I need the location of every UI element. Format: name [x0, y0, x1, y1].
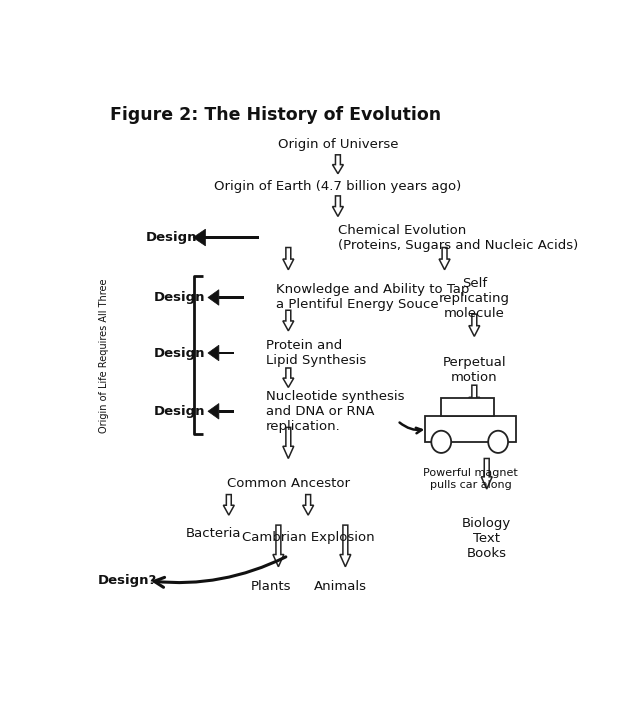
- Polygon shape: [283, 247, 294, 270]
- Text: Nucleotide synthesis
and DNA or RNA
replication.: Nucleotide synthesis and DNA or RNA repl…: [266, 390, 404, 433]
- Text: Knowledge and Ability to Tap
a Plentiful Energy Souce: Knowledge and Ability to Tap a Plentiful…: [276, 283, 469, 311]
- Text: Animals: Animals: [314, 580, 367, 593]
- Circle shape: [431, 430, 451, 453]
- Polygon shape: [439, 247, 450, 270]
- Text: Cambrian Explosion: Cambrian Explosion: [242, 531, 374, 544]
- Text: Perpetual
motion: Perpetual motion: [442, 355, 506, 384]
- Bar: [441, 399, 495, 416]
- Text: Design: Design: [146, 231, 198, 244]
- Bar: [219, 296, 244, 299]
- Bar: [219, 410, 234, 412]
- Text: Origin of Life Requires All Three: Origin of Life Requires All Three: [99, 278, 109, 433]
- Text: Protein and
Lipid Synthesis: Protein and Lipid Synthesis: [266, 339, 366, 367]
- Polygon shape: [469, 385, 480, 409]
- Bar: [425, 416, 516, 442]
- Polygon shape: [469, 314, 480, 336]
- Polygon shape: [283, 310, 294, 331]
- Polygon shape: [208, 290, 219, 305]
- Polygon shape: [208, 345, 219, 360]
- Polygon shape: [223, 495, 234, 515]
- Text: Plants: Plants: [251, 580, 291, 593]
- Text: Biology
Text
Books: Biology Text Books: [462, 518, 511, 560]
- Text: Design: Design: [154, 291, 205, 304]
- Polygon shape: [193, 229, 205, 246]
- Text: Origin of Universe: Origin of Universe: [278, 138, 398, 151]
- Circle shape: [488, 430, 508, 453]
- Text: Design: Design: [154, 347, 205, 360]
- Text: Design?: Design?: [97, 574, 157, 587]
- Polygon shape: [481, 459, 492, 489]
- Text: Origin of Earth (4.7 billion years ago): Origin of Earth (4.7 billion years ago): [214, 180, 461, 193]
- Text: Powerful magnet
pulls car along: Powerful magnet pulls car along: [423, 469, 518, 490]
- Polygon shape: [332, 196, 344, 216]
- Text: Design: Design: [154, 404, 205, 417]
- Polygon shape: [273, 525, 284, 567]
- Text: Chemical Evolution
(Proteins, Sugars and Nucleic Acids): Chemical Evolution (Proteins, Sugars and…: [338, 224, 578, 252]
- Polygon shape: [303, 495, 314, 515]
- Text: Common Ancestor: Common Ancestor: [227, 477, 350, 490]
- Text: Self
replicating
molecule: Self replicating molecule: [439, 277, 510, 320]
- Text: Figure 2: The History of Evolution: Figure 2: The History of Evolution: [110, 106, 441, 124]
- Bar: [219, 352, 234, 355]
- Bar: [205, 236, 259, 239]
- Polygon shape: [332, 155, 344, 174]
- Polygon shape: [340, 525, 351, 567]
- Text: Bacteria: Bacteria: [186, 527, 242, 540]
- Polygon shape: [283, 368, 294, 387]
- Polygon shape: [208, 404, 219, 419]
- Polygon shape: [283, 428, 294, 459]
